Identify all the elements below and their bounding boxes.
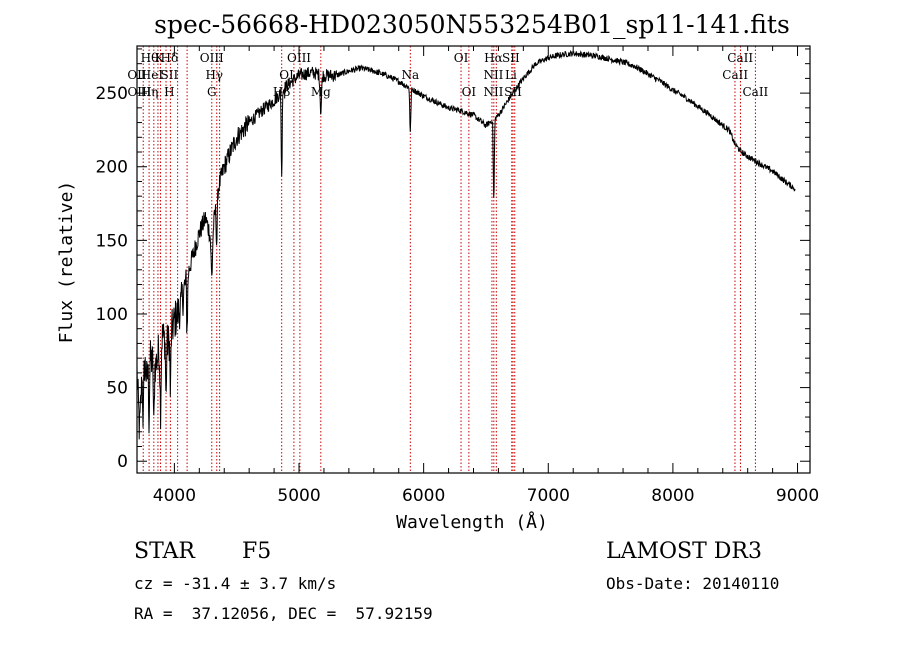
chart-title: spec-56668-HD023050N553254B01_sp11-141.f… xyxy=(154,10,790,39)
object-class: STAR xyxy=(134,539,195,564)
x-tick-label-4: 8000 xyxy=(651,486,694,506)
x-tick-label-5: 9000 xyxy=(776,486,819,506)
coordinates: RA = 37.12056, DEC = 57.92159 xyxy=(134,604,433,623)
y-tick-label-1: 50 xyxy=(106,379,128,399)
line-label-11: SII xyxy=(161,68,179,82)
x-axis-label: Wavelength (Å) xyxy=(396,511,548,533)
survey-name: LAMOST DR3 xyxy=(606,539,762,564)
line-label-13: OI xyxy=(279,68,294,82)
y-tick-label-3: 150 xyxy=(96,231,128,251)
y-tick-label-2: 100 xyxy=(96,305,128,325)
line-label-12: Hγ xyxy=(205,68,223,82)
obs-date: Obs-Date: 20140110 xyxy=(606,574,780,593)
x-tick-label-3: 7000 xyxy=(527,486,570,506)
spectral-subclass: F5 xyxy=(242,539,272,564)
x-axis: 4000 5000 6000 7000 8000 9000 xyxy=(153,46,819,506)
line-label-2: Hδ xyxy=(161,51,179,65)
y-axis: 0 50 100 150 200 250 xyxy=(96,48,810,472)
line-label-18: OIII xyxy=(127,85,151,99)
line-label-20: H xyxy=(164,85,174,99)
x-tick-label-0: 4000 xyxy=(153,486,196,506)
x-tick-label-1: 5000 xyxy=(277,486,320,506)
line-label-25: NII xyxy=(483,85,503,99)
redshift-info: cz = -31.4 ± 3.7 km/s xyxy=(134,574,337,593)
line-label-19: Hη xyxy=(141,85,159,99)
plot-frame xyxy=(136,45,811,474)
line-label-16: Li xyxy=(505,68,517,82)
spectrum-line xyxy=(136,49,796,440)
line-label-24: OI xyxy=(462,85,477,99)
x-tick-label-2: 6000 xyxy=(402,486,445,506)
y-tick-label-0: 0 xyxy=(117,452,128,472)
line-label-10: HeI xyxy=(141,68,164,82)
y-tick-label-5: 250 xyxy=(96,84,128,104)
line-label-4: OIII xyxy=(287,51,311,65)
line-label-5: OI xyxy=(454,51,469,65)
line-label-21: G xyxy=(207,85,217,99)
line-label-27: CaII xyxy=(742,85,768,99)
line-label-3: OIII xyxy=(200,51,224,65)
line-label-23: Mg xyxy=(311,85,331,99)
line-label-17: CaII xyxy=(722,68,748,82)
line-label-1: K xyxy=(155,51,165,65)
line-label-0: Hθ xyxy=(141,51,159,65)
line-label-8: CaII xyxy=(727,51,753,65)
line-label-15: NII xyxy=(483,68,503,82)
y-tick-label-4: 200 xyxy=(96,158,128,178)
y-axis-label: Flux (relative) xyxy=(56,181,77,344)
line-label-7: SII xyxy=(502,51,520,65)
line-label-14: Na xyxy=(401,68,419,82)
line-label-6: Hα xyxy=(484,51,503,65)
